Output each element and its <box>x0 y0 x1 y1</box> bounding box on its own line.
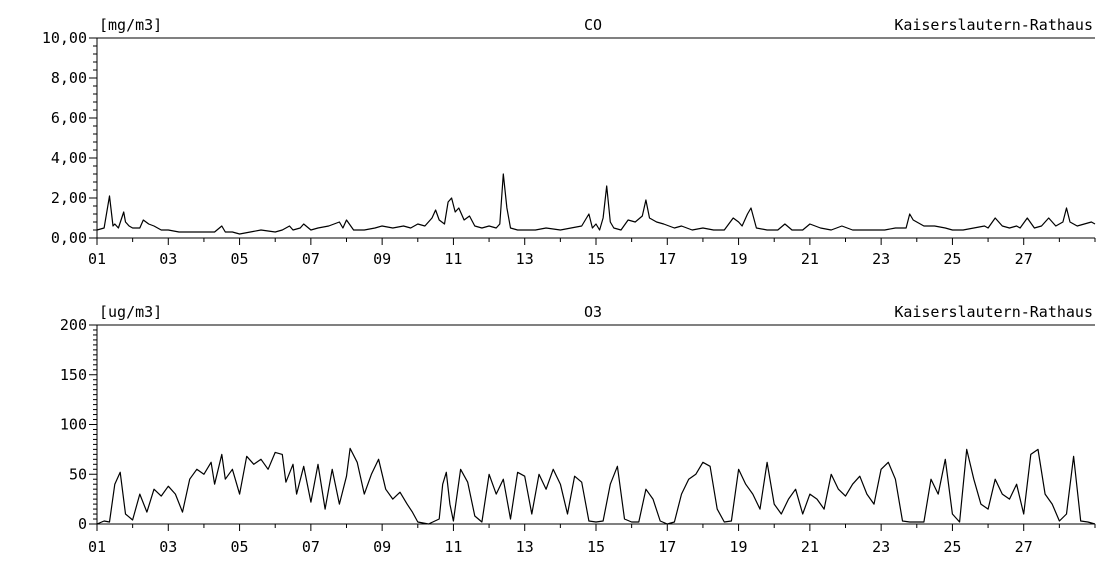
x-tick-label: 25 <box>943 538 961 556</box>
x-tick-label: 15 <box>587 250 605 268</box>
y-tick-label: 2,00 <box>51 189 87 207</box>
x-tick-label: 13 <box>516 538 534 556</box>
x-tick-label: 23 <box>872 538 890 556</box>
y-tick-label: 200 <box>60 316 87 334</box>
chart-panel-2: 0 50 100 150 200 01 03 05 07 09 11 13 15 17 19 21 23 25 27… <box>60 303 1096 556</box>
x-tick-label: 27 <box>1015 250 1033 268</box>
x-tick-label: 17 <box>658 250 676 268</box>
y-tick-label: 0,00 <box>51 229 87 247</box>
x-tick-label: 03 <box>159 538 177 556</box>
unit-label: [mg/m3] <box>99 16 162 34</box>
x-tick-label: 27 <box>1015 538 1033 556</box>
x-tick-label: 11 <box>444 538 462 556</box>
x-tick-label: 15 <box>587 538 605 556</box>
x-tick-label: 21 <box>801 538 819 556</box>
y-tick-label: 100 <box>60 416 87 434</box>
y-tick-label: 4,00 <box>51 149 87 167</box>
y-tick-label: 6,00 <box>51 109 87 127</box>
x-tick-label: 19 <box>730 538 748 556</box>
x-tick-label: 01 <box>88 250 106 268</box>
x-tick-label: 23 <box>872 250 890 268</box>
x-tick-label: 01 <box>88 538 106 556</box>
x-tick-label: 17 <box>658 538 676 556</box>
y-tick-label: 8,00 <box>51 69 87 87</box>
unit-label: [ug/m3] <box>99 303 162 321</box>
x-tick-label: 05 <box>231 250 249 268</box>
x-tick-label: 07 <box>302 538 320 556</box>
y-tick-label: 0 <box>78 515 87 533</box>
series-line-1 <box>96 447 1096 525</box>
chart-panel-1: 0,00 2,00 4,00 6,00 8,00 10,00 01 03 05 07 09 11 13 1… <box>42 16 1096 268</box>
chart-title: O3 <box>584 303 602 321</box>
station-label: Kaiserslautern-Rathaus <box>894 303 1093 321</box>
x-tick-label: 13 <box>516 250 534 268</box>
x-tick-label: 09 <box>373 250 391 268</box>
series-line-1 <box>96 173 1096 235</box>
y-tick-label: 10,00 <box>42 29 87 47</box>
station-label: Kaiserslautern-Rathaus <box>894 16 1093 34</box>
x-tick-label: 05 <box>231 538 249 556</box>
y-tick-label: 150 <box>60 366 87 384</box>
x-tick-label: 03 <box>159 250 177 268</box>
x-tick-label: 19 <box>730 250 748 268</box>
x-tick-label: 07 <box>302 250 320 268</box>
x-tick-label: 21 <box>801 250 819 268</box>
x-tick-label: 11 <box>444 250 462 268</box>
x-tick-label: 25 <box>943 250 961 268</box>
y-tick-label: 50 <box>69 465 87 483</box>
chart-title: CO <box>584 16 602 34</box>
x-tick-label: 09 <box>373 538 391 556</box>
